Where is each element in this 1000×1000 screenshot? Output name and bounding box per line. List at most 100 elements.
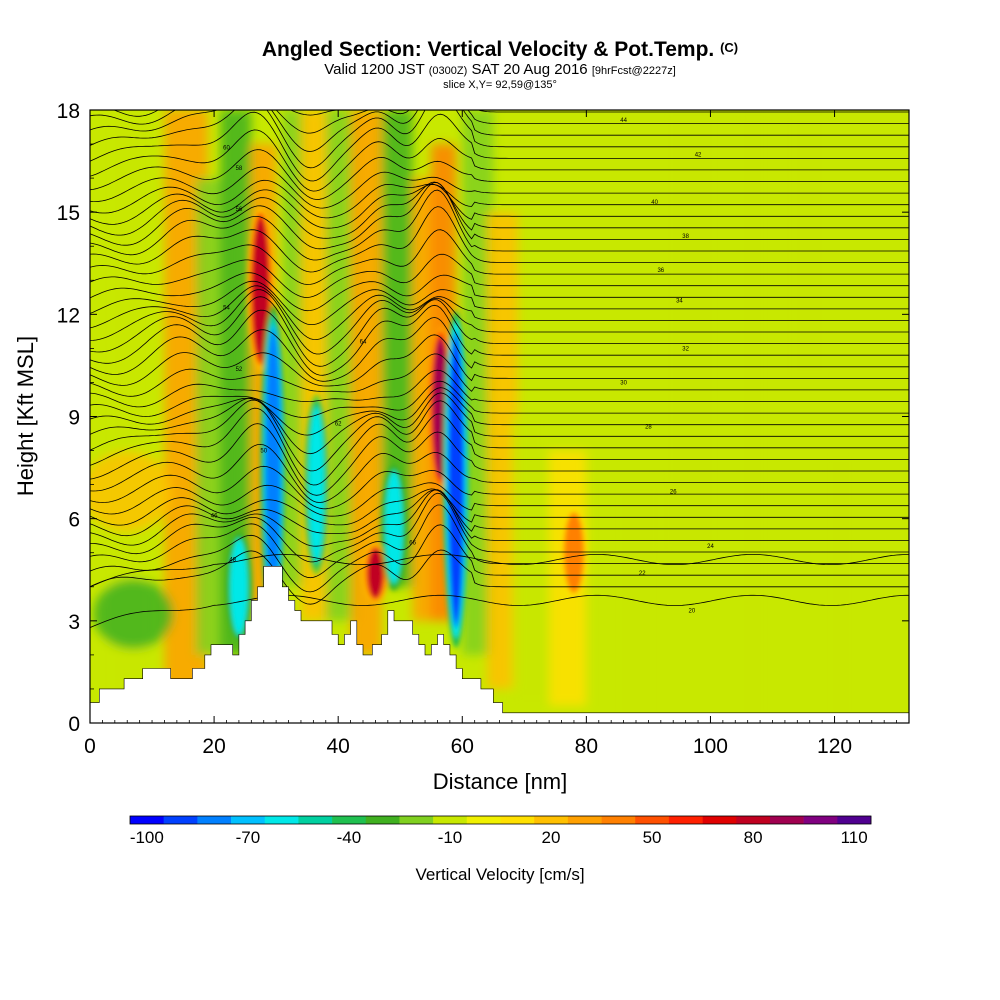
contour-label-11: 42	[695, 152, 702, 158]
isentrope-14	[90, 387, 909, 436]
isentrope-27	[90, 229, 909, 285]
colorbar-label-50: 50	[643, 828, 662, 847]
colorbar-swatch-2	[197, 816, 232, 824]
y-tick-label-6: 6	[68, 509, 80, 532]
colorbar-label--70: -70	[236, 828, 261, 847]
colorbar-swatch-16	[668, 816, 703, 824]
isentrope-26	[90, 253, 909, 298]
colorbar-swatch-20	[803, 816, 838, 824]
field-band-18	[735, 110, 773, 723]
colorbar-swatch-21	[837, 816, 872, 824]
field-band-17	[660, 110, 723, 553]
downdraft-core-0-3	[265, 329, 281, 606]
contour-label-12: 44	[620, 118, 627, 124]
field-band-14	[511, 416, 550, 706]
isentrope-11	[90, 407, 909, 486]
isentrope-23	[90, 285, 909, 341]
valid-time: Valid 1200 JST	[324, 61, 425, 78]
colorbar-swatch-11	[500, 816, 535, 824]
chart-title-block: Angled Section: Vertical Velocity & Pot.…	[0, 36, 1000, 92]
x-tick-label-40: 40	[327, 735, 350, 758]
colorbar-frame	[129, 815, 872, 825]
contour-label-3: 26	[670, 489, 677, 495]
x-axis: 0 20 40 60 80 100 120	[84, 110, 910, 758]
y-tick-label-0: 0	[68, 713, 80, 736]
contour-label-1: 22	[639, 571, 646, 577]
contour-label-8: 36	[657, 268, 664, 274]
field-band-19	[784, 110, 835, 383]
downdraft-core-3-3	[386, 473, 402, 581]
x-tick-label-80: 80	[575, 735, 598, 758]
colorbar-label--40: -40	[337, 828, 362, 847]
isentrope-33	[90, 179, 909, 219]
contour-label-14: 48	[229, 558, 236, 564]
x-tick-label-100: 100	[693, 735, 728, 758]
isentrope-41	[113, 110, 909, 117]
isentrope-22	[90, 289, 909, 355]
colorbar-swatch-9	[433, 816, 468, 824]
colorbar-swatch-14	[601, 816, 636, 824]
colorbar-label-110: 110	[841, 828, 868, 847]
x-axis-title: Distance [nm]	[433, 769, 568, 794]
contour-label-15: 50	[260, 449, 267, 455]
y-tick-label-12: 12	[57, 304, 80, 327]
contour-label-9: 38	[682, 234, 689, 240]
colorbar-label-80: 80	[744, 828, 763, 847]
y-tick-label-3: 3	[68, 611, 80, 634]
contour-label-19: 58	[236, 166, 243, 172]
contour-label-13: 46	[211, 513, 218, 519]
isentrope-31	[90, 181, 909, 239]
valid-date: SAT 20 Aug 2016	[471, 61, 588, 78]
isentrope-37	[90, 111, 909, 182]
contour-label-18: 56	[236, 207, 243, 213]
colorbar-swatch-17	[702, 816, 737, 824]
isentrope-39	[90, 110, 909, 152]
colorbar-swatch-7	[365, 816, 400, 824]
isentrope-30	[90, 182, 909, 250]
contour-label-20: 60	[223, 145, 230, 151]
colorbar-title: Vertical Velocity [cm/s]	[415, 865, 584, 884]
y-tick-label-15: 15	[57, 202, 80, 225]
colorbar-swatch-0	[130, 816, 164, 824]
colorbar-swatch-1	[163, 816, 198, 824]
isentrope-9	[90, 443, 909, 503]
contour-label-10: 40	[651, 200, 658, 206]
contour-label-21: 62	[335, 421, 342, 427]
colorbar-swatch-15	[635, 816, 670, 824]
isentrope-7	[90, 482, 909, 517]
field-cool-left	[93, 579, 174, 650]
contour-label-22: 64	[360, 340, 367, 346]
colorbar-swatch-12	[534, 816, 569, 824]
contour-label-2: 24	[707, 544, 714, 550]
colorbar-swatch-4	[264, 816, 299, 824]
updraft-core-2-3	[368, 548, 383, 598]
contour-label-16: 52	[236, 367, 243, 373]
chart-title-main: Angled Section: Vertical Velocity & Pot.…	[261, 38, 715, 61]
contour-label-4: 28	[645, 425, 652, 431]
updraft-core-0-3	[253, 219, 268, 358]
isentrope-13	[90, 392, 909, 455]
isentrope-5	[90, 489, 909, 537]
colorbar-swatch-3	[231, 816, 266, 824]
isentrope-12	[90, 399, 909, 472]
x-tick-label-20: 20	[202, 735, 225, 758]
colorbar-swatch-19	[769, 816, 804, 824]
y-tick-label-18: 18	[57, 100, 80, 123]
isentrope-3	[90, 492, 909, 563]
isentrope-18	[90, 334, 909, 387]
colorbar-swatch-13	[567, 816, 602, 824]
y-axis-title: Height [Kft MSL]	[13, 336, 38, 496]
x-tick-label-120: 120	[817, 735, 852, 758]
isentrope-17	[90, 353, 909, 397]
isentrope-28	[90, 206, 909, 273]
colorbar-swatch-8	[399, 816, 434, 824]
isentrope-6	[90, 488, 909, 526]
contour-label-6: 32	[682, 346, 689, 352]
isentrope-15	[90, 380, 909, 418]
downdraft-core-2-3	[448, 336, 464, 623]
isentrope-0	[90, 549, 909, 605]
terrain	[90, 566, 909, 723]
isentrope-21	[90, 296, 909, 367]
